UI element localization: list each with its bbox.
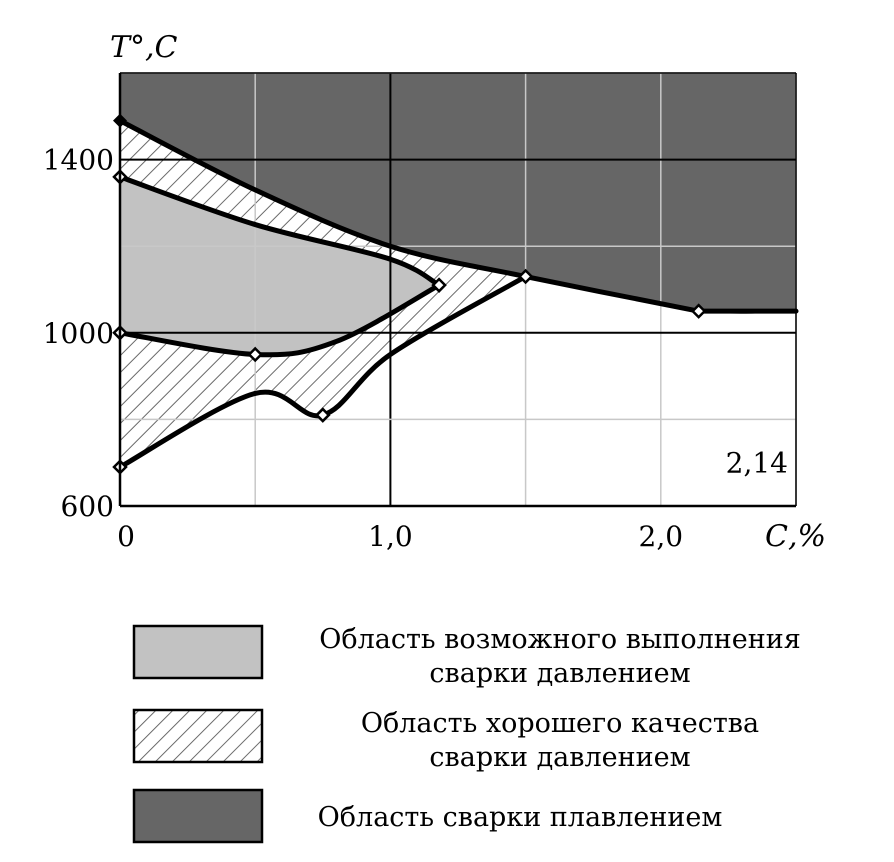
solidus-curve xyxy=(117,118,702,314)
possible-area xyxy=(120,176,440,355)
legend-label: Область возможного выполнения xyxy=(319,624,801,655)
legend-swatch xyxy=(132,624,264,680)
plot-areas xyxy=(120,73,796,468)
legend-label: сварки давлением xyxy=(429,742,690,773)
melting-area xyxy=(120,73,796,314)
lower-bound-curve xyxy=(117,282,442,358)
point-marker xyxy=(315,407,331,423)
legend-label: Область сварки плавлением xyxy=(318,802,723,833)
annotation-2-14: 2,14 xyxy=(726,447,788,480)
legend-swatch xyxy=(132,708,264,764)
y-axis-label: T°,С xyxy=(110,30,178,65)
x-tick-label: 0 xyxy=(117,520,135,553)
x-tick-label: 2,0 xyxy=(639,520,684,553)
point-marker xyxy=(517,268,534,285)
plot-axes xyxy=(118,72,797,508)
point-marker xyxy=(247,346,263,363)
plot-labels: 600 1000 1400 0 1,0 2,0 T°,С С,% 2,14 xyxy=(43,30,826,554)
point-marker xyxy=(690,303,707,319)
y-tick-label: 1400 xyxy=(43,144,114,177)
y-tick-label: 1000 xyxy=(43,317,114,350)
upper-bound-curve xyxy=(117,174,442,288)
legend-label: сварки давлением xyxy=(429,658,690,689)
legend-label: Область хорошего качества xyxy=(361,708,759,739)
x-tick-label: 1,0 xyxy=(368,520,413,553)
point-marker xyxy=(431,277,447,293)
y-tick-label: 600 xyxy=(61,490,114,523)
legend-swatch xyxy=(132,788,264,844)
x-axis-label: С,% xyxy=(765,519,826,554)
